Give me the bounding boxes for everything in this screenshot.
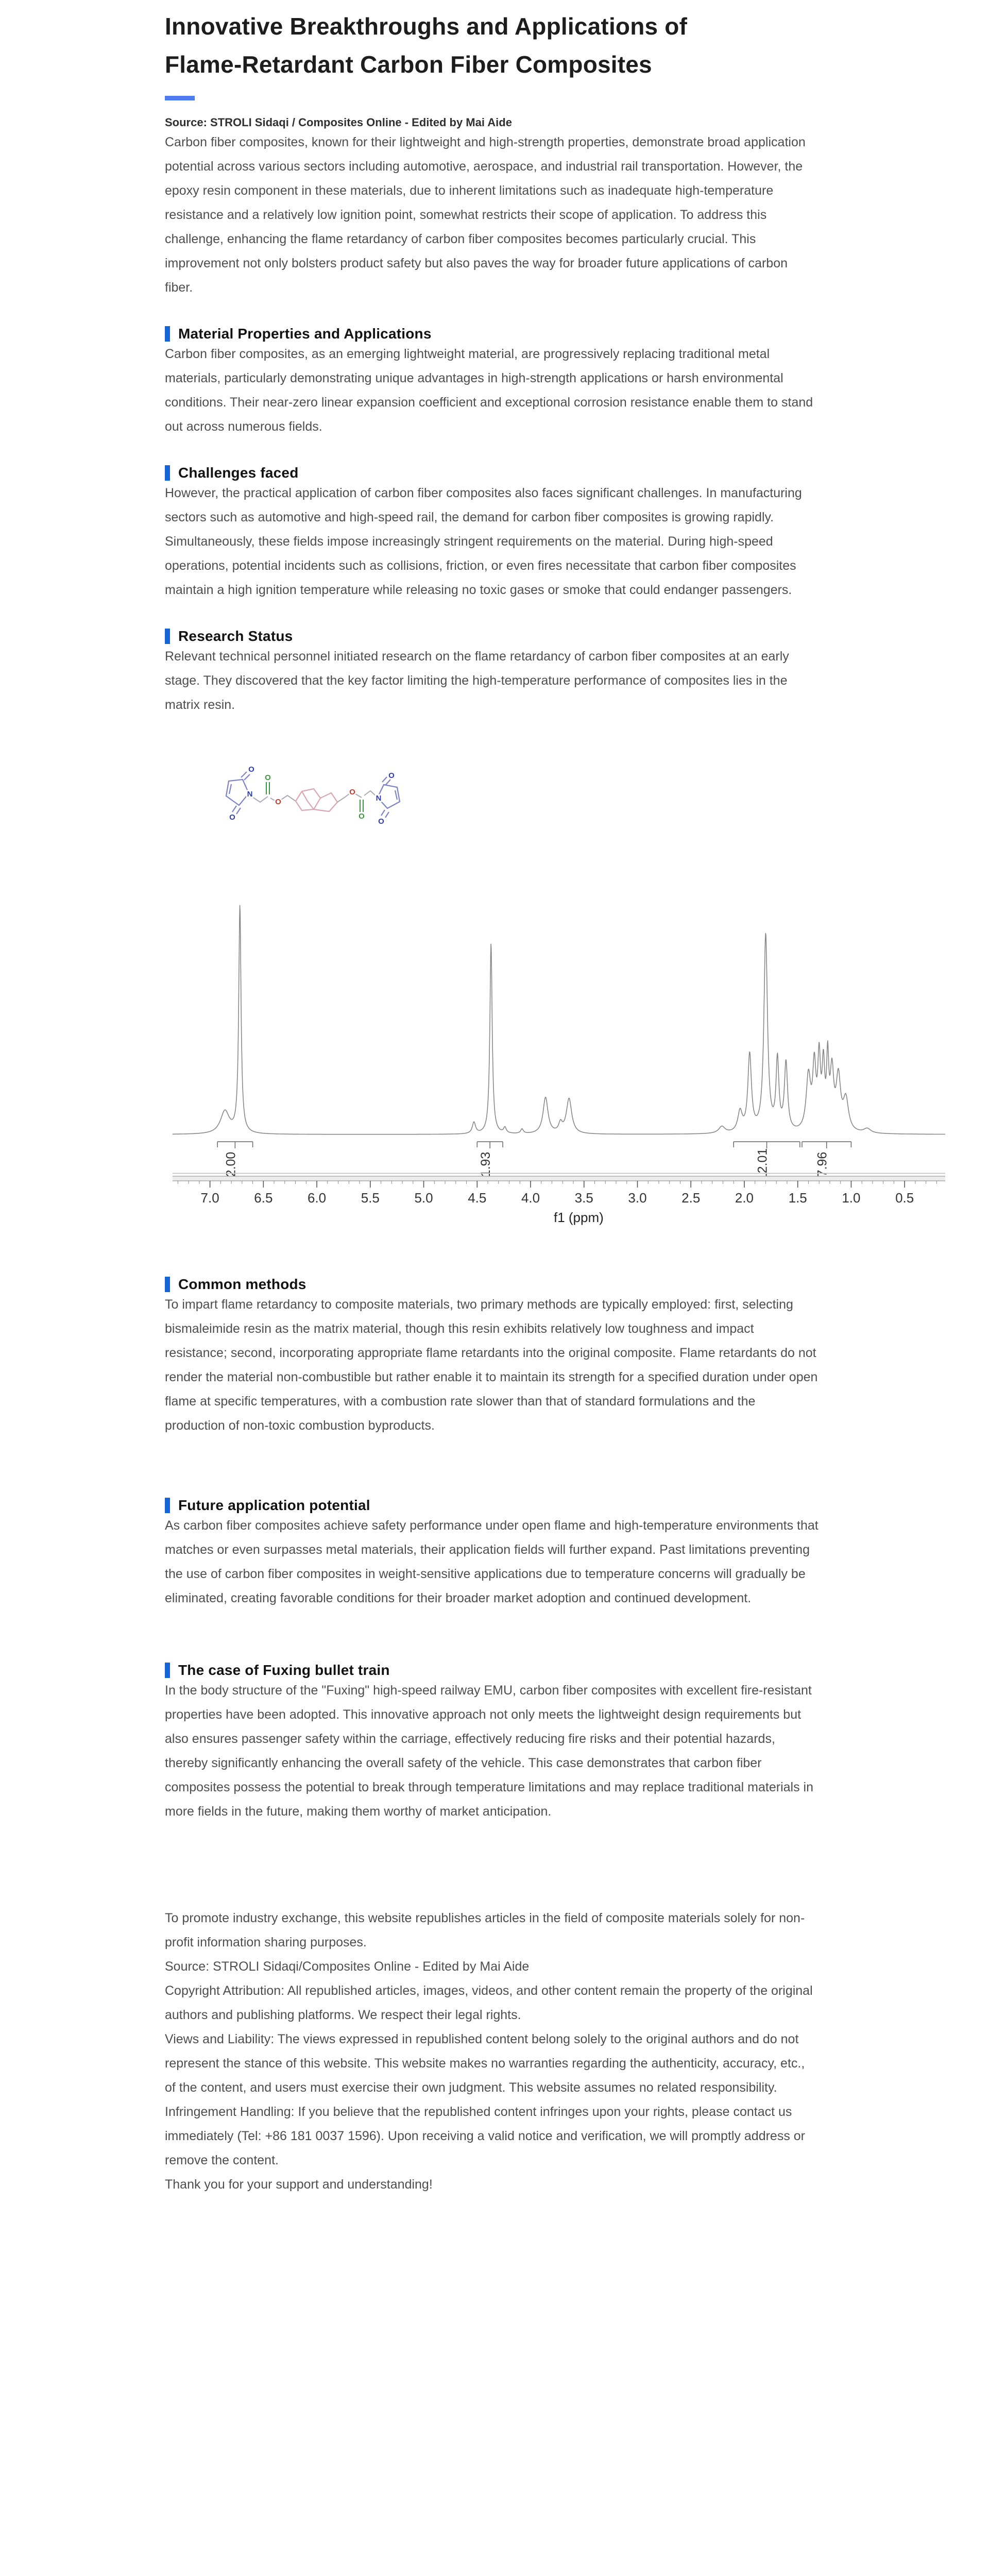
section-heading-bar — [165, 1498, 170, 1513]
svg-text:3.0: 3.0 — [628, 1190, 646, 1206]
svg-text:3.5: 3.5 — [575, 1190, 593, 1206]
footer-line-copyright: Copyright Attribution: All republished a… — [165, 1984, 813, 2022]
oxygen-atom-label: O — [349, 788, 355, 796]
nitrogen-atom-label: N — [376, 794, 382, 803]
section-heading-fuxing-case: The case of Fuxing bullet train — [165, 1662, 819, 1679]
svg-text:1.5: 1.5 — [789, 1190, 807, 1206]
page-title: Innovative Breakthroughs and Application… — [165, 13, 688, 78]
svg-text:0.5: 0.5 — [895, 1190, 914, 1206]
svg-text:4.5: 4.5 — [468, 1190, 486, 1206]
section-heading-material-properties: Material Properties and Applications — [165, 326, 819, 342]
section-heading-bar — [165, 629, 170, 644]
footer-line-liability: Views and Liability: The views expressed… — [165, 2032, 805, 2095]
left-carbonyl-bond — [266, 782, 270, 794]
title-accent-underline — [165, 96, 195, 100]
footer-line-thanks: Thank you for your support and understan… — [165, 2177, 433, 2192]
oxygen-atom-label: O — [265, 773, 271, 782]
footer-line-source: Source: STROLI Sidaqi/Composites Online … — [165, 1959, 530, 1974]
section-heading-label: Research Status — [178, 628, 293, 644]
section-heading-label: Challenges faced — [178, 465, 299, 481]
paragraph-intro: Carbon fiber composites, known for their… — [165, 135, 806, 295]
section-heading-label: Common methods — [178, 1276, 306, 1292]
svg-text:7.0: 7.0 — [201, 1190, 219, 1206]
section-heading-label: The case of Fuxing bullet train — [178, 1662, 390, 1678]
oxygen-atom-label: O — [378, 817, 384, 826]
svg-text:12.01: 12.01 — [756, 1148, 770, 1181]
paragraph-research-status: Relevant technical personnel initiated r… — [165, 649, 789, 712]
nmr-spectrum-svg: 2.00 1.93 12.01 7.96 7.0 6.5 6.0 5.5 5.0 4.5 4.0 3.… — [172, 905, 946, 1225]
section-heading-future-potential: Future application potential — [165, 1497, 819, 1514]
svg-text:f1 (ppm): f1 (ppm) — [554, 1210, 604, 1225]
oxygen-atom-label: O — [388, 771, 395, 780]
article-page: Innovative Breakthroughs and Application… — [165, 0, 946, 2269]
svg-text:4.0: 4.0 — [521, 1190, 540, 1206]
oxygen-atom-label: O — [275, 798, 281, 806]
footer-line-purpose: To promote industry exchange, this websi… — [165, 1911, 805, 1950]
paragraph-challenges: However, the practical application of ca… — [165, 486, 802, 597]
tricyclic-core — [295, 788, 338, 812]
svg-text:1.0: 1.0 — [842, 1190, 860, 1206]
svg-text:6.0: 6.0 — [308, 1190, 326, 1206]
svg-text:2.0: 2.0 — [735, 1190, 754, 1206]
paragraph-fuxing-case: In the body structure of the "Fuxing" hi… — [165, 1683, 813, 1819]
svg-text:7.96: 7.96 — [815, 1152, 830, 1177]
section-heading-label: Future application potential — [178, 1497, 370, 1513]
source-line: Source: STROLI Sidaqi / Composites Onlin… — [165, 116, 512, 129]
paragraph-material-properties: Carbon fiber composites, as an emerging … — [165, 347, 813, 434]
right-maleimide-ring — [377, 776, 401, 818]
oxygen-atom-label: O — [248, 765, 254, 774]
section-heading-bar — [165, 326, 170, 342]
section-heading-common-methods: Common methods — [165, 1276, 819, 1293]
left-ester-chain — [252, 794, 296, 803]
paragraph-future-potential: As carbon fiber composites achieve safet… — [165, 1518, 819, 1605]
svg-text:2.5: 2.5 — [681, 1190, 700, 1206]
oxygen-atom-label: O — [359, 812, 365, 821]
section-heading-label: Material Properties and Applications — [178, 326, 432, 342]
svg-text:5.0: 5.0 — [414, 1190, 433, 1206]
section-heading-research-status: Research Status — [165, 628, 819, 645]
molecule-figure: N O O O O O O N O O — [225, 764, 401, 827]
section-heading-bar — [165, 1277, 170, 1292]
section-heading-bar — [165, 1663, 170, 1678]
right-ester-chain — [337, 790, 377, 803]
right-carbonyl-bond — [360, 800, 364, 812]
section-heading-bar — [165, 465, 170, 481]
svg-text:2.00: 2.00 — [224, 1152, 238, 1177]
svg-text:1.93: 1.93 — [479, 1152, 493, 1177]
footer-line-infringement: Infringement Handling: If you believe th… — [165, 2105, 806, 2167]
section-heading-challenges: Challenges faced — [165, 465, 819, 481]
svg-text:5.5: 5.5 — [361, 1190, 380, 1206]
svg-text:6.5: 6.5 — [254, 1190, 272, 1206]
left-maleimide-ring — [225, 771, 250, 815]
footer-disclaimer: To promote industry exchange, this websi… — [165, 1906, 819, 2197]
paragraph-common-methods: To impart flame retardancy to composite … — [165, 1297, 818, 1433]
oxygen-atom-label: O — [229, 813, 235, 822]
nitrogen-atom-label: N — [247, 790, 253, 799]
